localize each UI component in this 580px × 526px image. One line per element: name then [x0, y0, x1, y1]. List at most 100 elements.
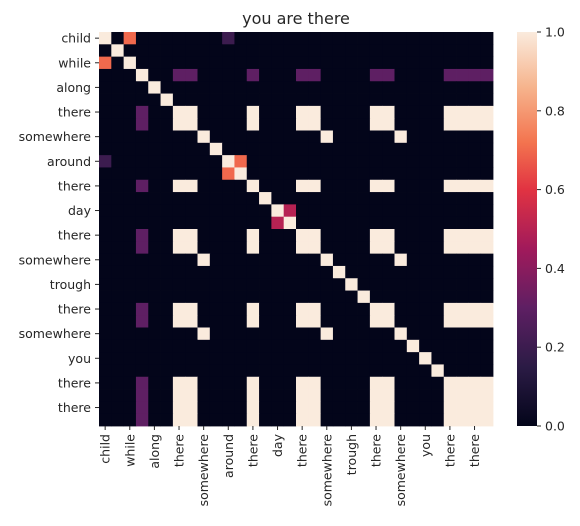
heatmap-cell	[283, 265, 297, 279]
heatmap-cell	[283, 216, 297, 230]
heatmap-cell	[209, 290, 223, 304]
heatmap-cell	[99, 376, 112, 390]
heatmap-cell	[382, 352, 395, 365]
heatmap-cell	[394, 179, 408, 193]
heatmap-cell	[234, 229, 248, 242]
heatmap-cell	[185, 155, 198, 168]
heatmap-cell	[283, 364, 297, 378]
y-tick-label: day	[68, 203, 92, 218]
heatmap-cell	[197, 179, 211, 193]
heatmap-cell	[123, 339, 137, 353]
heatmap-cell	[185, 413, 198, 427]
heatmap-cell	[345, 142, 358, 156]
heatmap-cell	[456, 44, 469, 58]
heatmap-cell	[345, 290, 358, 304]
heatmap-cell	[259, 118, 272, 131]
heatmap-cell	[357, 364, 371, 378]
heatmap-cell	[271, 253, 285, 267]
heatmap-cell	[123, 216, 137, 230]
heatmap-cell	[419, 56, 432, 70]
heatmap-cell	[172, 413, 186, 427]
heatmap-cell	[222, 130, 235, 144]
heatmap-cell	[271, 241, 285, 255]
heatmap-cell	[320, 216, 334, 230]
heatmap-cell	[308, 352, 322, 365]
heatmap-cell	[283, 192, 297, 205]
heatmap-cell	[406, 290, 420, 304]
heatmap-cell	[431, 155, 445, 168]
heatmap-cell	[185, 352, 198, 365]
heatmap-cell	[394, 155, 408, 168]
heatmap-cell	[406, 265, 420, 279]
heatmap-cell	[197, 253, 211, 267]
heatmap-cell	[222, 376, 235, 390]
heatmap-cell	[271, 192, 285, 205]
heatmap-cell	[271, 229, 285, 242]
heatmap-cell	[234, 401, 248, 415]
heatmap-cell	[234, 155, 248, 168]
heatmap-cell	[209, 413, 223, 427]
heatmap-cell	[234, 315, 248, 328]
heatmap-cell	[332, 130, 346, 144]
heatmap-cell	[160, 32, 174, 45]
heatmap-cell	[382, 130, 395, 144]
heatmap-cell	[259, 130, 272, 144]
heatmap-cell	[296, 327, 309, 341]
heatmap-cell	[197, 44, 211, 58]
heatmap-cell	[345, 81, 358, 94]
heatmap-cell	[456, 105, 469, 119]
heatmap-cell	[99, 389, 112, 402]
heatmap-cell	[246, 364, 260, 378]
heatmap-cell	[382, 192, 395, 205]
heatmap-cell	[443, 413, 457, 427]
heatmap-cell	[308, 93, 322, 107]
heatmap-cell	[332, 68, 346, 82]
heatmap-cell	[222, 401, 235, 415]
heatmap-cell	[332, 241, 346, 255]
heatmap-cell	[456, 118, 469, 131]
heatmap-cell	[135, 105, 149, 119]
heatmap-cell	[172, 155, 186, 168]
heatmap-cell	[246, 192, 260, 205]
heatmap-cell	[259, 376, 272, 390]
heatmap-cell	[296, 302, 309, 316]
heatmap-cell	[369, 81, 383, 94]
heatmap-cell	[431, 290, 445, 304]
heatmap-cell	[172, 192, 186, 205]
heatmap-cell	[456, 68, 469, 82]
heatmap-cell	[111, 216, 125, 230]
heatmap-cell	[283, 327, 297, 341]
colorbar	[517, 32, 537, 426]
heatmap-cell	[394, 105, 408, 119]
heatmap-cell	[222, 142, 235, 156]
x-tick-label: there	[467, 434, 482, 467]
heatmap-cell	[406, 167, 420, 181]
heatmap-cell	[222, 216, 235, 230]
heatmap-cell	[357, 167, 371, 181]
heatmap-cell	[443, 401, 457, 415]
heatmap-cell	[123, 229, 137, 242]
heatmap-cell	[160, 204, 174, 218]
heatmap-cell	[468, 229, 482, 242]
heatmap-cell	[222, 32, 235, 45]
heatmap-cell	[419, 278, 432, 291]
heatmap-cell	[283, 413, 297, 427]
heatmap-cell	[99, 44, 112, 58]
heatmap-cell	[99, 265, 112, 279]
heatmap-cell	[197, 118, 211, 131]
heatmap-cell	[382, 155, 395, 168]
heatmap-cell	[197, 376, 211, 390]
heatmap-cell	[419, 81, 432, 94]
heatmap-cell	[468, 68, 482, 82]
heatmap-cell	[468, 167, 482, 181]
heatmap-cell	[123, 327, 137, 341]
x-tick-label: trough	[344, 434, 359, 475]
heatmap-cell	[406, 192, 420, 205]
heatmap-cell	[406, 204, 420, 218]
heatmap-cell	[468, 278, 482, 291]
heatmap-cell	[382, 327, 395, 341]
heatmap-cell	[111, 302, 125, 316]
heatmap-cell	[382, 265, 395, 279]
heatmap-cell	[123, 44, 137, 58]
heatmap-cell	[357, 56, 371, 70]
